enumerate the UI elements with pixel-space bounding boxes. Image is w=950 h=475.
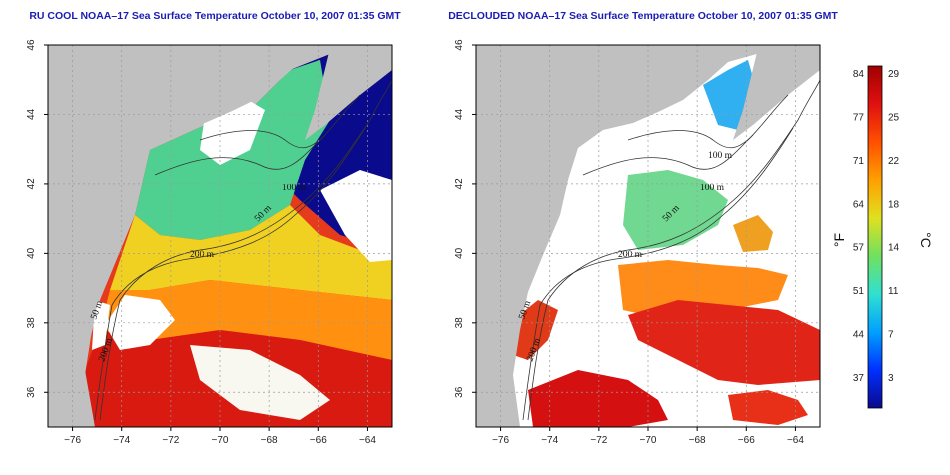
y-axis: 36 38 40 42 44 46 — [454, 39, 476, 398]
colorbar-celsius-label: 25 — [888, 112, 900, 123]
y-axis: 36 38 40 42 44 46 — [26, 39, 48, 398]
x-tick-label: −74 — [541, 435, 558, 446]
colorbar-fahrenheit-label: 57 — [853, 243, 865, 254]
x-tick-label: −70 — [212, 435, 229, 446]
isobath-contour — [522, 127, 794, 421]
x-axis: −76 −74 −72 −70 −68 −66 −64 — [64, 427, 376, 446]
colorbar-fahrenheit-label: 71 — [853, 156, 865, 167]
x-tick-label: −72 — [590, 435, 607, 446]
x-tick-label: −68 — [261, 435, 278, 446]
sst-map-right: 200 m 100 m 50 m 100 m 50 m 200 m −76 −74… — [454, 39, 821, 446]
isobath-label: 100 m — [700, 183, 725, 193]
colorbar-gradient — [867, 65, 883, 409]
colorbar-svg: 84 77 71 64 57 51 44 37 29 25 22 18 14 11 7 3 °F °C — [831, 65, 934, 409]
y-tick-label: 38 — [454, 317, 465, 329]
y-tick-label: 46 — [26, 39, 37, 51]
x-tick-label: −74 — [113, 435, 130, 446]
colorbar-celsius-label: 29 — [888, 69, 900, 80]
land-nova-scotia — [305, 45, 392, 140]
colorbar: 84 77 71 64 57 51 44 37 29 25 22 18 14 11 7 3 °F °C — [826, 60, 950, 420]
isobath-contour — [627, 130, 754, 149]
colorbar-celsius-label: 11 — [888, 286, 899, 297]
land-nova-scotia — [733, 45, 820, 140]
isobath-label: 200 m — [190, 250, 215, 260]
isobath-contour — [99, 79, 392, 421]
y-tick-label: 42 — [454, 178, 465, 190]
cloud-patch — [190, 345, 330, 420]
colorbar-celsius-labels: 29 25 22 18 14 11 7 3 — [888, 69, 900, 384]
unit-fahrenheit: °F — [831, 233, 847, 247]
x-tick-label: −72 — [162, 435, 179, 446]
y-tick-label: 42 — [26, 178, 37, 190]
land-mainland — [48, 45, 392, 427]
isobath-contour — [582, 94, 789, 176]
y-tick-label: 46 — [454, 39, 465, 51]
colorbar-fahrenheit-labels: 84 77 71 64 57 51 44 37 — [853, 69, 865, 384]
x-tick-label: −68 — [689, 435, 706, 446]
colorbar-fahrenheit-label: 37 — [853, 373, 865, 384]
isobath-contour — [94, 127, 366, 421]
y-tick-label: 36 — [26, 386, 37, 398]
x-tick-label: −76 — [64, 435, 81, 446]
sea-warm-region — [100, 280, 392, 360]
colorbar-fahrenheit-label: 64 — [853, 199, 865, 210]
colorbar-fahrenheit-label: 44 — [853, 330, 865, 341]
grid-lines — [476, 45, 820, 427]
y-tick-label: 40 — [26, 247, 37, 259]
colorbar-fahrenheit-label: 51 — [853, 286, 865, 297]
sea-cool-region — [623, 170, 728, 250]
panel-left: RU COOL NOAA–17 Sea Surface Temperature … — [0, 0, 430, 475]
isobath-label: 100 m — [708, 151, 733, 161]
sea-hot-region — [528, 370, 668, 427]
grid-lines — [48, 45, 392, 427]
colorbar-celsius-label: 3 — [888, 373, 894, 384]
panel-right: DECLOUDED NOAA–17 Sea Surface Temperatur… — [428, 0, 858, 475]
isobath-contour — [154, 94, 361, 176]
isobath-label: 200 m — [618, 250, 643, 260]
sea-hot-region — [628, 300, 820, 385]
sst-map-left: 200 m 100 m 50 m 50 m 200 m −76 −74 −72 −70… — [26, 39, 393, 446]
y-tick-label: 40 — [454, 247, 465, 259]
unit-celsius: °C — [918, 232, 934, 248]
land-mainland — [476, 45, 820, 427]
isobath-label: 100 m — [282, 183, 307, 193]
isobath-contour — [199, 130, 326, 149]
panel-title-left: RU COOL NOAA–17 Sea Surface Temperature … — [29, 10, 401, 22]
y-tick-label: 44 — [26, 108, 37, 120]
x-axis: −76 −74 −72 −70 −68 −66 −64 — [492, 427, 804, 446]
x-tick-label: −70 — [640, 435, 657, 446]
sea-mid-region — [733, 215, 773, 252]
x-tick-label: −66 — [738, 435, 755, 446]
colorbar-fahrenheit-label: 77 — [853, 112, 865, 123]
x-tick-label: −66 — [310, 435, 327, 446]
colorbar-celsius-label: 7 — [888, 330, 894, 341]
sea-mid-region — [110, 205, 392, 300]
colorbar-celsius-label: 14 — [888, 243, 900, 254]
isobath-contour — [527, 79, 820, 421]
colorbar-celsius-label: 22 — [888, 156, 900, 167]
cloud-patch — [320, 170, 392, 262]
sea-hot-region — [728, 390, 808, 425]
y-tick-label: 38 — [26, 317, 37, 329]
colorbar-fahrenheit-label: 84 — [853, 69, 865, 80]
x-tick-label: −64 — [787, 435, 804, 446]
y-tick-label: 44 — [454, 108, 465, 120]
cloud-patch — [92, 300, 110, 350]
colorbar-celsius-label: 18 — [888, 199, 900, 210]
x-tick-label: −76 — [492, 435, 509, 446]
x-tick-label: −64 — [359, 435, 376, 446]
y-tick-label: 36 — [454, 386, 465, 398]
panel-title-right: DECLOUDED NOAA–17 Sea Surface Temperatur… — [448, 10, 838, 22]
sea-warm-region — [618, 260, 788, 320]
